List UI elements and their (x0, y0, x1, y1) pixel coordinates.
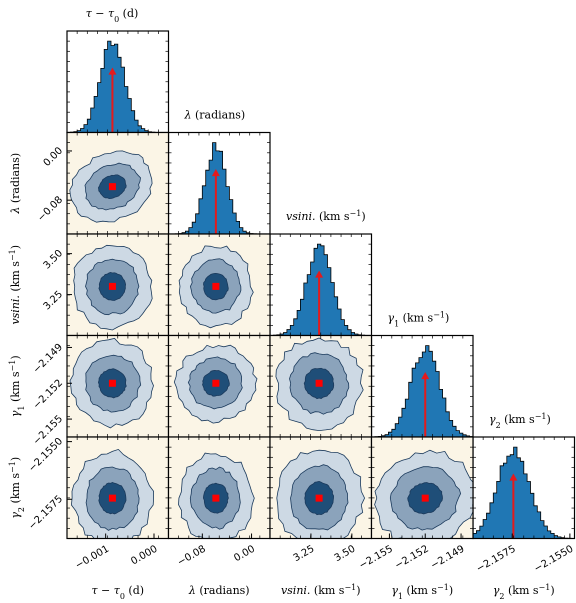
panel-tau-vs-lambda (66, 131, 170, 235)
x-tick-label: −2.152 (393, 544, 431, 572)
y-tick-label: 3.50 (42, 248, 66, 272)
panel-tau-vs-gamma1 (66, 334, 170, 438)
histogram-bars (66, 40, 169, 133)
x-tick-label: −2.1575 (475, 544, 518, 575)
title-tau: τ − τ0 (d) (86, 7, 139, 24)
histogram-vsini (269, 233, 373, 337)
median-marker (212, 494, 220, 502)
y-axis-label-lambda: λ (radians) (9, 153, 22, 215)
histogram-tau (66, 30, 170, 134)
panel-tau-vs-vsini (66, 233, 170, 337)
y-tick-label: −0.08 (36, 195, 65, 224)
x-tick-label: −2.1550 (532, 544, 575, 575)
panel-lambda-vs-vsini (167, 233, 271, 337)
y-tick-label: −2.1575 (27, 494, 65, 532)
y-axis-label-gamma1: γ1 (km s−1) (8, 355, 26, 417)
median-arrowhead (108, 67, 117, 75)
y-axis-label-gamma2: γ2 (km s−1) (8, 457, 26, 519)
x-tick-label: 3.25 (292, 544, 317, 565)
median-arrowhead (315, 270, 324, 278)
median-marker (108, 183, 116, 191)
x-tick-label: 3.50 (333, 544, 358, 565)
histogram-bars (472, 446, 575, 539)
x-axis-label-gamma2: γ2 (km s−1) (493, 583, 555, 601)
x-axis-label-vsini: vsini. (km s−1) (281, 583, 361, 598)
panel-lambda-vs-gamma1 (167, 334, 271, 438)
panel-vsini-vs-gamma2 (269, 436, 373, 540)
y-tick-label: 0.00 (42, 145, 66, 169)
median-marker (315, 379, 323, 387)
panel-tau-vs-gamma2 (66, 436, 170, 540)
x-axis-label-lambda: λ (radians) (188, 584, 250, 597)
y-tick-label: −2.149 (31, 342, 65, 376)
x-axis-label-tau: τ − τ0 (d) (91, 584, 144, 601)
y-tick-label: 3.25 (42, 289, 66, 313)
panel-gamma1-vs-gamma2 (370, 436, 474, 540)
histogram-gamma2 (472, 436, 576, 540)
histogram-bars (269, 243, 372, 336)
histogram-lambda (167, 131, 271, 235)
x-tick-label: −2.155 (357, 544, 395, 572)
title-gamma2: γ2 (km s−1) (489, 412, 551, 430)
histogram-bars (168, 142, 270, 235)
title-vsini: vsini. (km s−1) (286, 209, 366, 224)
median-arrowhead (509, 473, 518, 481)
median-marker (315, 494, 323, 502)
median-marker (108, 494, 116, 502)
y-tick-label: −2.152 (31, 378, 65, 412)
median-marker (421, 494, 429, 502)
median-arrowhead (421, 372, 430, 380)
x-axis-label-gamma1: γ1 (km s−1) (391, 583, 453, 601)
median-marker (108, 282, 116, 290)
x-tick-label: −0.001 (74, 544, 112, 572)
y-axis-label-vsini: vsini. (km s−1) (8, 245, 23, 325)
median-arrowhead (211, 169, 220, 177)
panel-lambda-vs-gamma2 (167, 436, 271, 540)
x-tick-label: −2.149 (429, 544, 467, 572)
panel-vsini-vs-gamma1 (269, 334, 373, 438)
x-tick-label: 0.000 (129, 544, 159, 568)
median-marker (212, 379, 220, 387)
title-lambda: λ (radians) (184, 109, 246, 122)
title-gamma1: γ1 (km s−1) (388, 310, 450, 328)
histogram-bars (371, 345, 474, 438)
median-marker (108, 379, 116, 387)
x-tick-label: −0.08 (176, 544, 208, 569)
histogram-gamma1 (370, 334, 474, 438)
x-tick-label: 0.00 (232, 544, 257, 565)
median-marker (212, 282, 220, 290)
